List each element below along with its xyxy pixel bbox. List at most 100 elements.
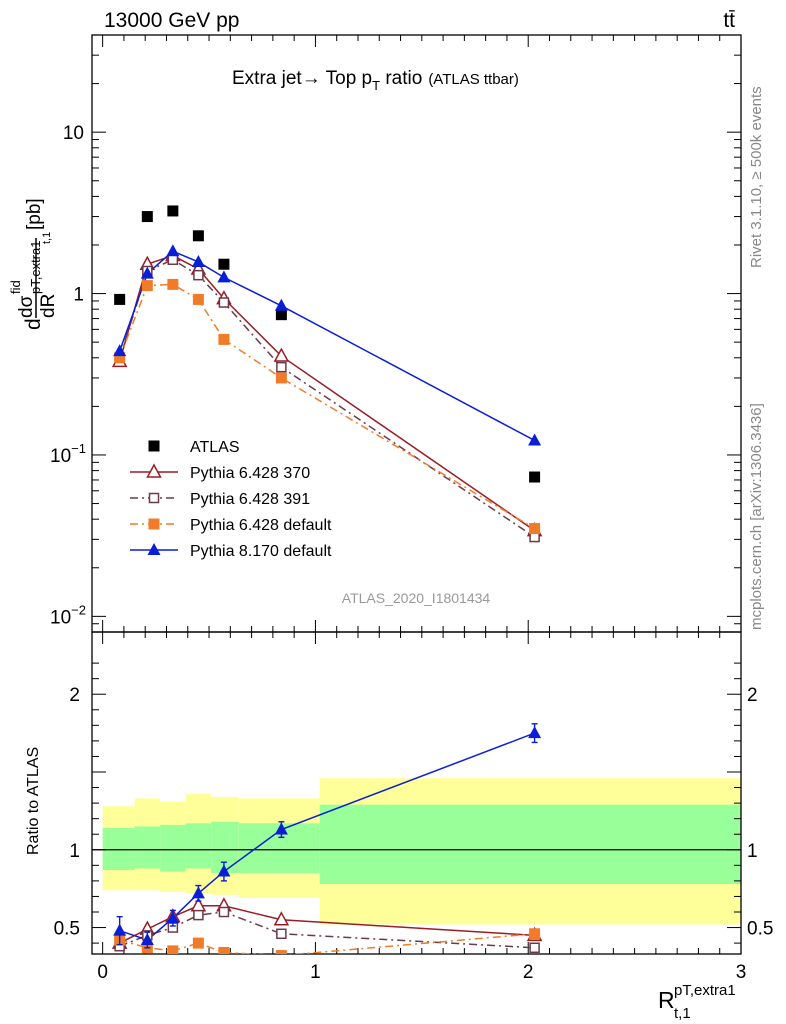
p8-ratio-point [274,822,288,835]
p391-point [193,269,204,281]
y-tick-label: 10 [63,123,84,144]
legend-marker-p8 [147,543,161,555]
y-tick-base: 10 [50,446,71,467]
plot-title-small: (ATLAS ttbar) [428,71,519,88]
ratio-tick-label-right: 1 [747,841,758,862]
green-band-segment [211,821,239,874]
ratio-tick-label-right: 0.5 [747,919,773,940]
atlas-point [114,293,126,305]
p391-ratio-point [218,906,230,918]
legend-marker-p6def [148,518,160,530]
p391-ratio-point [529,942,540,954]
legend-label-p8: Pythia 8.170 default [190,543,332,560]
p370-point [273,347,290,362]
p6def-ratio-point [218,946,230,954]
ratio-tick-label: 1 [69,841,80,862]
xlabel-base: R [658,987,675,1013]
p6def-point [167,278,179,290]
p6def-ratio-point [192,937,204,949]
header-process: tt̄ [723,9,735,32]
ylabel-num: dσ [16,295,37,318]
green-band-segment [134,826,161,869]
ratio-bands [102,778,741,925]
p6def-point [114,352,126,364]
p8-ratio-point [166,911,180,924]
y-tick-exp: −2 [71,602,86,617]
analysis-watermark: ATLAS_2020_I1801434 [342,590,491,606]
atlas-point [275,309,287,321]
atlas-point [167,205,179,217]
mcplots-label: mcplots.cern.ch [arXiv:1306.3436] [748,403,765,630]
ylabel-num-sub2: t,1 [41,232,53,244]
ratio-ylabel: Ratio to ATLAS [25,747,42,855]
p6def-point [192,293,204,305]
p391-point [167,254,179,266]
x-tick-label: 0 [97,962,108,983]
main-ylabel: d dσ fid pT,extra1 t,1 dR [pb] [8,198,59,330]
ylabel-den: dR [38,294,59,318]
plot-title-tail: ratio [380,68,422,89]
p8-main-line [118,250,535,442]
p8-point [217,270,231,283]
atlas-point [218,258,230,270]
plot-title-main: Extra jet→ Top p [232,68,372,89]
p8-ratio-point [528,726,542,739]
plot-title: Extra jet→ Top pT ratio (ATLAS ttbar) [232,68,519,93]
legend-label-p6def: Pythia 6.428 default [190,517,332,534]
p6def-point [275,372,287,384]
p8-ratio-point [140,933,154,945]
legend-label-p370: Pythia 6.428 370 [190,465,310,482]
p391-point [276,361,287,373]
atlas-point [529,471,541,483]
ratio-tick-label: 0.5 [54,919,80,940]
p391-point [218,297,230,308]
legend-marker-atlas [148,440,160,452]
y-tick-label: 10−1 [50,441,86,467]
ylabel-num-sup: fid [8,280,23,294]
p370-main-line [118,254,536,532]
green-band-segment [185,823,212,869]
xlabel: R pT,extra1 t,1 [658,982,736,1022]
p8-point [166,244,180,257]
green-band-segment [160,824,186,872]
p6def-point [141,280,153,292]
ylabel-prefix: d [22,318,45,330]
p6def-ratio-point [275,950,287,954]
green-band-segment [319,804,741,884]
legend-marker-p391 [148,492,160,504]
legend: ATLAS Pythia 6.428 370 Pythia 6.428 391 Pyt… [130,439,332,560]
green-band-segment [102,828,135,870]
y-tick-base: 10 [50,607,71,628]
header-energy: 13000 GeV pp [104,9,239,32]
legend-label-atlas: ATLAS [190,439,240,456]
p8-point [191,254,205,267]
p391-ratio-point [276,928,287,940]
y-tick-label: 1 [73,285,84,306]
xlabel-sup: pT,extra1 [674,982,736,999]
p8-point [528,433,542,446]
x-tick-label: 2 [523,962,534,983]
ratio-series [111,723,543,954]
atlas-point [141,211,153,223]
ratio-tick-label: 2 [69,685,80,706]
ratio-frame [91,631,742,955]
p6def-ratio-point [529,928,541,940]
ratio-panel: 0 1 2 3 0.5 0.5 1 1 2 2 [54,631,773,983]
p391-ratio-point [193,909,204,921]
ratio-tick-label-right: 2 [747,685,758,706]
p6def-ratio-point [167,945,179,954]
p8-point [113,344,127,357]
atlas-point [192,230,204,242]
p8-point [140,266,154,279]
p370-ratio-point [273,911,290,926]
xlabel-sub: t,1 [674,1005,691,1022]
p8-ratio-point [191,886,205,899]
plot-title-sub: T [372,78,380,93]
y-tick-exp: −1 [71,441,86,456]
p6def-point [529,523,541,535]
p391-main-line [118,258,536,538]
x-tick-label: 3 [736,962,747,983]
legend-label-p391: Pythia 6.428 391 [190,491,310,508]
p8-point [274,298,288,311]
